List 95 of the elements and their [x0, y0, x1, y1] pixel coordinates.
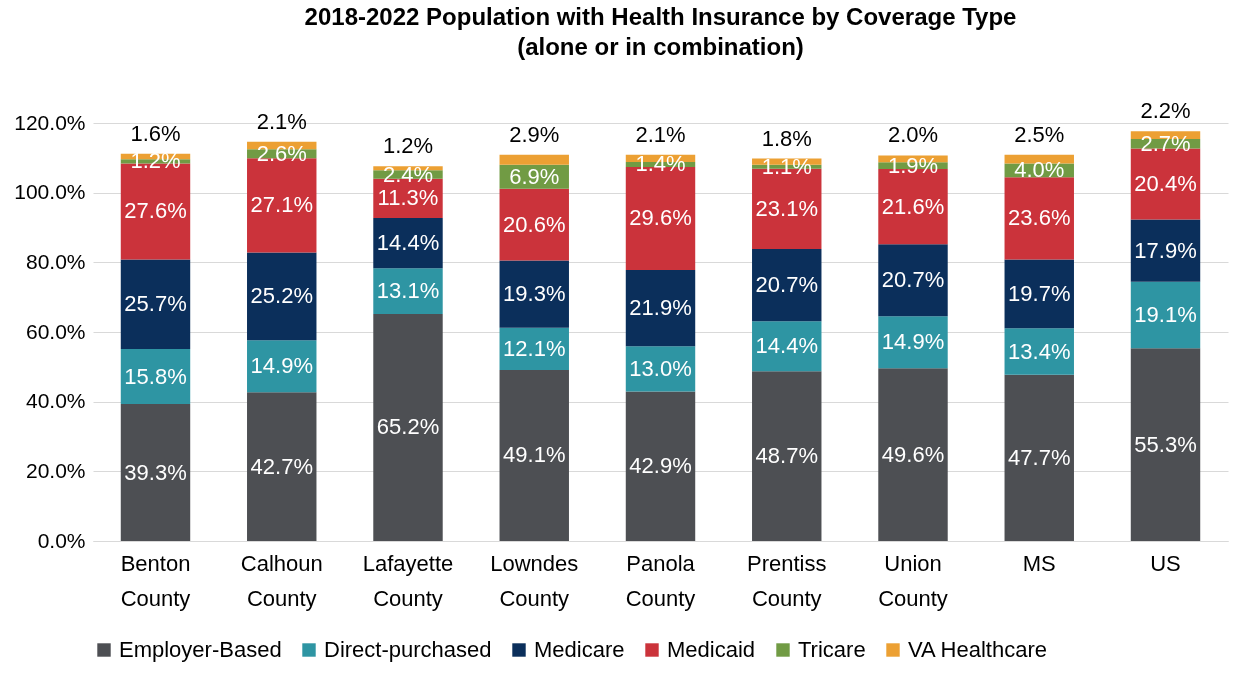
data-label: 17.9%	[1134, 237, 1197, 263]
data-label: 14.9%	[250, 353, 313, 379]
bar	[878, 244, 948, 317]
data-label: 6.9%	[509, 163, 560, 189]
y-tick-label: 100.0%	[14, 180, 86, 204]
bar	[247, 392, 317, 541]
legend-label: Medicare	[534, 637, 625, 662]
data-label: 23.1%	[755, 195, 818, 221]
bar	[1130, 281, 1201, 349]
data-label: 2.0%	[887, 122, 939, 148]
data-label: 11.3%	[377, 185, 439, 211]
bar	[878, 368, 948, 541]
x-tick-label: US	[1150, 550, 1181, 576]
y-tick-label: 120.0%	[14, 110, 86, 134]
data-label: 13.4%	[1008, 338, 1071, 364]
bar	[120, 404, 191, 541]
bar	[499, 188, 569, 261]
bar	[1004, 374, 1074, 541]
data-label: 25.2%	[250, 283, 313, 309]
data-label: 19.3%	[503, 281, 566, 307]
data-label: 27.6%	[124, 198, 187, 224]
bar	[120, 259, 191, 350]
data-label: 48.7%	[755, 443, 818, 469]
data-label: 25.7%	[124, 291, 187, 317]
bar	[499, 260, 569, 328]
bar	[1130, 219, 1201, 282]
y-tick-label: 20.0%	[25, 458, 86, 482]
data-label: 21.9%	[629, 295, 692, 321]
bar	[625, 391, 696, 541]
x-tick-label: Lafayette County	[362, 550, 454, 611]
data-label: 2.2%	[1140, 98, 1191, 124]
x-tick-label: MS	[1022, 550, 1056, 576]
data-label: 20.4%	[1134, 170, 1197, 196]
bar	[752, 249, 822, 322]
y-tick-label: 60.0%	[25, 319, 86, 343]
data-label: 19.7%	[1008, 280, 1071, 306]
bar	[373, 313, 443, 541]
x-tick-label: Calhoun County	[240, 550, 323, 611]
data-label: 1.4%	[635, 151, 686, 177]
data-label: 29.6%	[629, 205, 692, 231]
data-label: 20.7%	[755, 272, 818, 298]
data-label: 1.1%	[761, 153, 812, 179]
data-label: 42.7%	[250, 453, 313, 479]
data-label: 13.1%	[376, 278, 440, 304]
data-label: 2.1%	[256, 108, 307, 134]
data-label: 19.1%	[1134, 302, 1197, 328]
y-tick-label: 80.0%	[25, 249, 86, 273]
data-label: 49.1%	[503, 442, 566, 468]
data-label: 39.3%	[124, 459, 187, 485]
x-tick-label: Lowndes County	[490, 550, 579, 611]
data-label: 49.6%	[881, 441, 945, 467]
data-label: 27.1%	[250, 192, 313, 218]
legend-label: Employer-Based	[119, 637, 282, 662]
legend-label: Tricare	[798, 637, 866, 662]
data-label: 1.2%	[130, 148, 181, 174]
data-label: 21.6%	[881, 193, 945, 219]
chart-subtitle: (alone or in combination)	[517, 33, 804, 61]
data-label: 14.4%	[755, 333, 818, 359]
data-label: 2.5%	[1014, 121, 1065, 147]
data-label: 47.7%	[1008, 444, 1071, 470]
data-label: 23.6%	[1008, 205, 1071, 231]
bar	[752, 371, 822, 541]
x-tick-label: Panola County	[625, 550, 696, 611]
legend-label: Medicaid	[667, 637, 756, 662]
data-label: 4.0%	[1014, 157, 1065, 183]
bar	[625, 270, 696, 347]
x-tick-label: Benton County	[120, 550, 191, 611]
y-tick-label: 40.0%	[25, 389, 86, 413]
data-label: 14.4%	[376, 230, 440, 256]
bar	[247, 252, 317, 341]
data-label: 15.8%	[124, 363, 187, 389]
data-label: 14.9%	[881, 329, 945, 355]
data-label: 1.6%	[130, 120, 181, 146]
y-tick-label: 0.0%	[37, 528, 86, 552]
bar	[1004, 259, 1074, 329]
x-tick-label: Union County	[878, 550, 948, 611]
data-label: 55.3%	[1134, 431, 1197, 457]
bar	[499, 154, 569, 165]
bar	[1130, 348, 1201, 541]
data-label: 2.1%	[635, 121, 686, 147]
data-label: 20.7%	[881, 267, 945, 293]
chart-title: 2018-2022 Population with Health Insurance by Coverage Type	[304, 3, 1017, 31]
x-tick-label: Prentiss County	[747, 550, 827, 611]
data-label: 20.6%	[503, 211, 566, 237]
bar	[499, 369, 569, 541]
data-label: 65.2%	[376, 414, 440, 440]
legend-label: Direct-purchased	[324, 637, 492, 662]
data-label: 12.1%	[503, 335, 566, 361]
data-label: 1.8%	[761, 125, 812, 151]
data-label: 2.9%	[509, 121, 560, 147]
bar	[1004, 177, 1074, 260]
data-label: 13.0%	[629, 355, 692, 381]
data-label: 1.2%	[382, 133, 434, 159]
data-label: 42.9%	[629, 453, 692, 479]
legend-label: VA Healthcare	[908, 637, 1048, 662]
